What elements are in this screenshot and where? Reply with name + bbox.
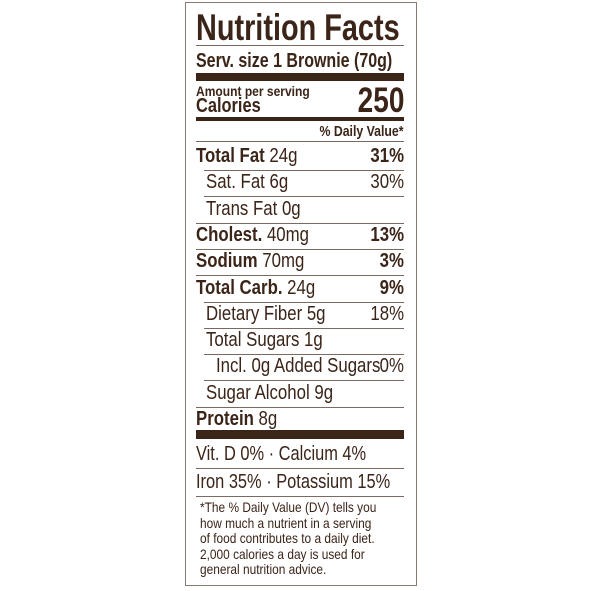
nutrient-amount: 24g [287,276,316,299]
divider [196,468,404,469]
nutrient-name: Incl. 0g Added Sugars [216,355,381,378]
footnote-line: 2,000 calories a day is used for [200,545,365,562]
nutrient-row-label: Dietary Fiber 5g [206,304,326,324]
calories-label: Calories [196,95,261,117]
nutrient-row-label: Total Fat 24g [196,146,297,166]
footnote-line: general nutrition advice. [200,561,327,577]
nutrient-daily-value: 18% [370,302,404,325]
divider [204,354,404,356]
divider [196,275,404,277]
nutrient-name: Total Fat [196,145,265,167]
nutrient-amount: 70mg [262,250,305,273]
divider [204,301,404,303]
amount-per-serving: Amount per serving [196,83,310,99]
nutrient-name: Sat. Fat [206,171,265,194]
nutrient-row-label: Total Carb. 24g [196,278,315,298]
nutrient-amount: 40mg [266,223,309,246]
footnote: *The % Daily Value (DV) tells you how mu… [200,499,407,578]
nutrient-amount: 1g [304,329,323,352]
nutrient-amount: 5g [306,302,326,325]
nutrient-row-label: Sugar Alcohol 9g [206,383,333,403]
nutrient-name: Dietary Fiber [206,302,303,325]
calories-value: 250 [357,81,404,120]
divider [204,170,404,171]
footnote-line: *The % Daily Value (DV) tells you [200,499,377,515]
nutrient-name: Sodium [196,250,258,273]
nutrient-amount: 0g [281,197,301,220]
divider [196,406,404,408]
nutrient-amount: 6g [269,171,289,194]
nutrient-daily-value: 9% [379,276,404,299]
divider [204,196,404,198]
vitamins-line-1: Vit. D 0% · Calcium 4% [196,443,367,465]
nutrient-name: Trans Fat [206,197,278,220]
nutrient-row-label: Protein 8g [196,409,277,429]
nutrient-amount: 8g [258,408,278,430]
nutrient-row-label: Trans Fat 0g [206,199,301,219]
footnote-line: of food contributes to a daily diet. [200,530,375,546]
nutrient-daily-value: 30% [370,171,404,194]
nutrient-name: Cholest. [196,223,263,246]
nutrient-row-label: Sat. Fat 6g [206,172,288,192]
divider [196,45,404,46]
divider [204,327,404,329]
divider [204,380,404,382]
nutrient-amount: 9g [314,381,334,404]
nutrient-name: Total Sugars [206,329,300,352]
nutrition-facts-label: Nutrition Facts Serv. size 1 Brownie (70… [185,2,417,586]
nutrient-amount: 24g [269,145,298,167]
nutrient-daily-value: 0% [379,355,404,378]
divider [196,496,404,497]
divider [196,248,404,250]
label-title: Nutrition Facts [196,7,400,48]
medium-divider [196,117,404,121]
thick-divider [196,73,404,81]
nutrient-daily-value: 13% [370,223,404,246]
nutrient-row-label: Cholest. 40mg [196,225,309,245]
divider [196,222,404,224]
nutrient-name: Protein [196,408,254,430]
nutrient-name: Total Carb. [196,276,283,299]
nutrient-daily-value: 3% [379,250,404,273]
nutrient-daily-value: 31% [370,145,404,167]
thick-divider [196,430,404,439]
nutrient-row-label: Total Sugars 1g [206,330,323,350]
nutrient-row-label: Sodium 70mg [196,251,304,271]
footnote-line: how much a nutrient in a serving [200,514,372,531]
vitamins-line-2: Iron 35% · Potassium 15% [196,471,391,493]
divider [196,141,404,142]
nutrient-name: Sugar Alcohol [206,381,310,404]
nutrient-row-label: Incl. 0g Added Sugars [216,356,380,376]
serving-size: Serv. size 1 Brownie (70g) [196,50,393,72]
daily-value-header: % Daily Value* [319,123,404,140]
